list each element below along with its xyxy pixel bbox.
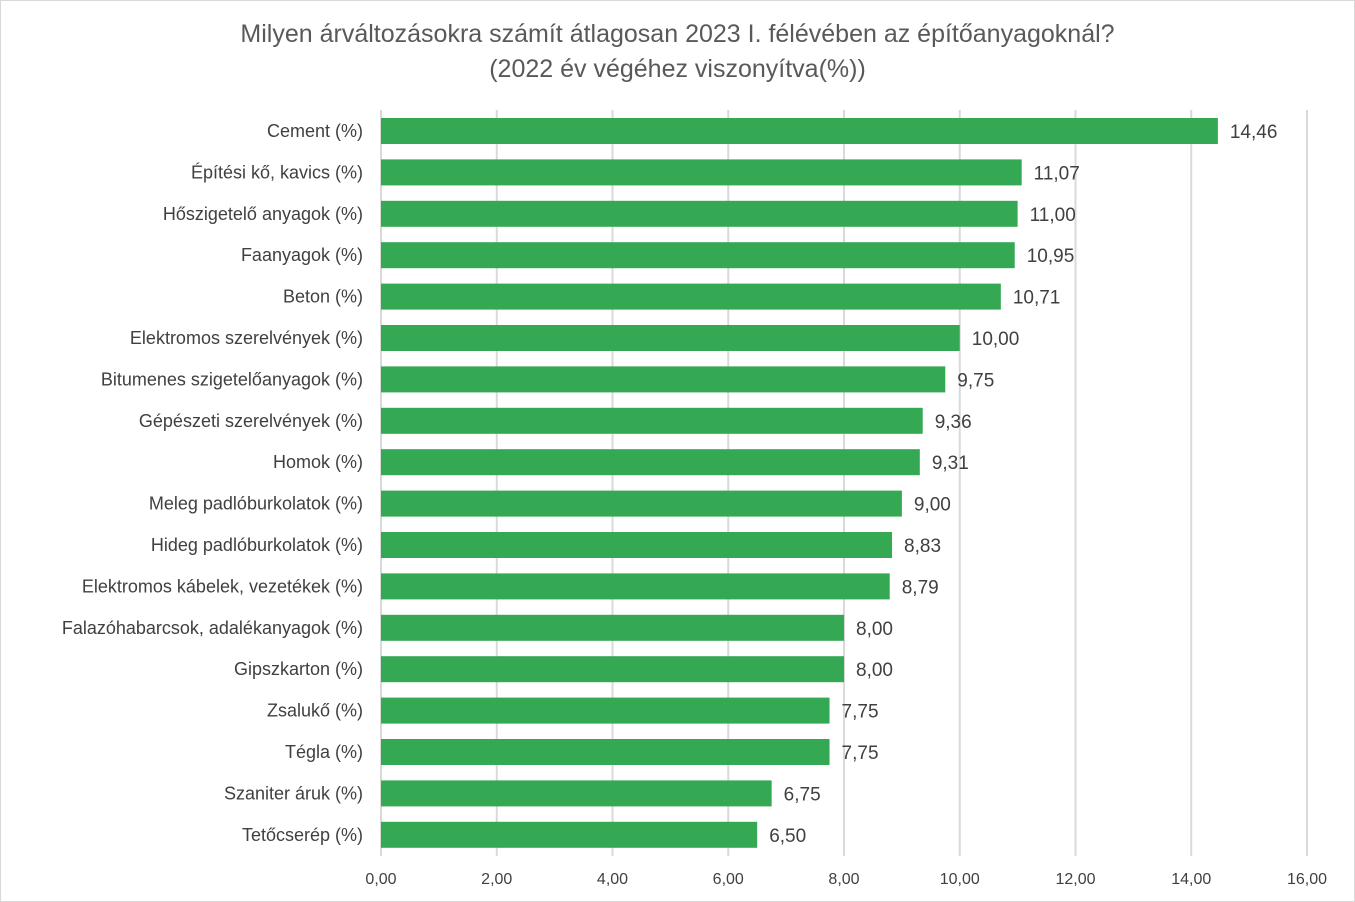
category-label: Bitumenes szigetelőanyagok (%) xyxy=(101,369,363,389)
data-label: 11,07 xyxy=(1034,163,1080,184)
category-label: Gépészeti szerelvények (%) xyxy=(139,411,363,431)
category-label: Falazóhabarcsok, adalékanyagok (%) xyxy=(62,618,363,638)
category-label: Zsalukő (%) xyxy=(267,701,363,721)
bar xyxy=(381,573,890,600)
bar xyxy=(381,118,1218,144)
category-label: Beton (%) xyxy=(283,287,363,307)
x-tick-label: 0,00 xyxy=(365,871,396,888)
category-label: Hideg padlóburkolatok (%) xyxy=(151,535,363,555)
data-label: 6,75 xyxy=(784,784,821,805)
bar xyxy=(381,366,946,393)
data-label: 8,79 xyxy=(902,577,939,598)
chart-subtitle: (2022 év végéhez viszonyítva(%)) xyxy=(489,55,866,83)
bar xyxy=(381,821,758,848)
category-label: Homok (%) xyxy=(273,452,363,472)
data-label: 9,31 xyxy=(932,453,969,474)
data-label: 9,36 xyxy=(935,412,972,433)
data-label: 7,75 xyxy=(842,702,879,723)
x-tick-label: 14,00 xyxy=(1171,871,1211,888)
x-tick-label: 6,00 xyxy=(713,871,744,888)
bar xyxy=(381,532,893,558)
bar xyxy=(381,697,830,724)
data-label: 11,00 xyxy=(1030,205,1076,226)
category-label: Szaniter áruk (%) xyxy=(224,783,363,803)
bar xyxy=(381,159,1022,186)
data-label: 9,00 xyxy=(914,495,951,516)
bar xyxy=(381,283,1001,310)
data-label: 14,46 xyxy=(1230,122,1278,143)
bar xyxy=(381,780,772,807)
data-label: 8,83 xyxy=(904,536,941,557)
data-label: 8,00 xyxy=(856,619,893,640)
bar xyxy=(381,242,1015,269)
category-label: Meleg padlóburkolatok (%) xyxy=(149,494,363,514)
data-label: 10,00 xyxy=(972,329,1020,350)
x-tick-label: 10,00 xyxy=(940,871,980,888)
category-label: Elektromos szerelvények (%) xyxy=(130,328,363,348)
bar xyxy=(381,325,960,351)
bar xyxy=(381,614,844,641)
data-label: 8,00 xyxy=(856,660,893,681)
category-label: Elektromos kábelek, vezetékek (%) xyxy=(82,576,363,596)
data-label: 10,71 xyxy=(1013,288,1061,309)
x-tick-label: 2,00 xyxy=(481,871,512,888)
category-label: Faanyagok (%) xyxy=(241,245,363,265)
category-label: Építési kő, kavics (%) xyxy=(191,162,363,182)
x-tick-label: 4,00 xyxy=(597,871,628,888)
chart-title: Milyen árváltozásokra számít átlagosan 2… xyxy=(240,20,1115,48)
data-label: 9,75 xyxy=(957,370,994,391)
category-label: Hőszigetelő anyagok (%) xyxy=(163,204,363,224)
bar xyxy=(381,407,923,434)
bar xyxy=(381,449,920,476)
data-label: 6,50 xyxy=(769,826,806,847)
category-label: Gipszkarton (%) xyxy=(234,659,363,679)
data-label: 7,75 xyxy=(842,743,879,764)
bar xyxy=(381,656,844,683)
category-label: Tégla (%) xyxy=(285,742,363,762)
data-label: 10,95 xyxy=(1027,246,1075,267)
bar xyxy=(381,739,830,765)
category-label: Tetőcserép (%) xyxy=(242,825,363,845)
bar xyxy=(381,490,902,517)
bar xyxy=(381,200,1018,227)
x-tick-label: 8,00 xyxy=(828,871,859,888)
x-tick-label: 12,00 xyxy=(1055,871,1095,888)
x-tick-label: 16,00 xyxy=(1287,871,1327,888)
category-label: Cement (%) xyxy=(267,121,363,141)
